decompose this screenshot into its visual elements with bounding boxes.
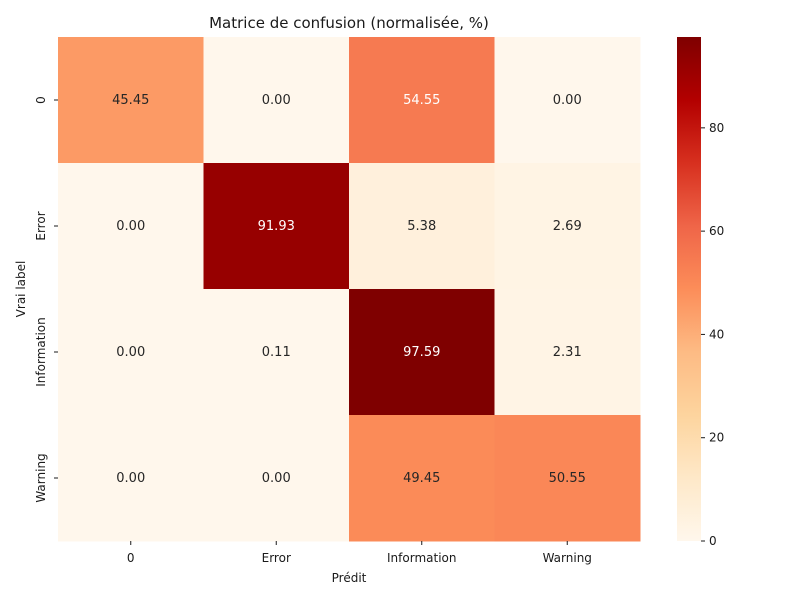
cell-value-label: 0.00 [116, 219, 145, 234]
colorbar-tick-label: 40 [709, 327, 724, 341]
heatmap-cell [58, 37, 204, 164]
x-axis-label: Prédit [332, 571, 367, 585]
cell-value-label: 91.93 [258, 219, 295, 234]
heatmap-cell-labels: 45.45 0.00 54.55 0.00 0.00 91.93 5.38 2.69 0.00 0… [112, 93, 586, 486]
chart-title: Matrice de confusion (normalisée, %) [209, 14, 489, 32]
colorbar [677, 37, 701, 541]
colorbar-tick-label: 0 [709, 534, 717, 548]
cell-value-label: 0.00 [262, 471, 291, 486]
heatmap-cell [349, 415, 495, 542]
heatmap-cell [494, 289, 641, 416]
heatmap-cell [349, 289, 495, 416]
x-axis-ticks: 0 Error Information Warning [127, 541, 592, 565]
heatmap-cell [349, 163, 495, 290]
cell-value-label: 0.00 [262, 93, 291, 108]
heatmap-cell [58, 289, 204, 416]
y-axis-ticks: 0 Error Information Warning [34, 96, 58, 503]
cell-value-label: 2.31 [553, 345, 582, 360]
cell-value-label: 0.00 [116, 471, 145, 486]
cell-value-label: 0.00 [553, 93, 582, 108]
y-tick-label: Warning [34, 453, 48, 502]
heatmap-cell [203, 37, 350, 164]
heatmap-cell [203, 415, 350, 542]
colorbar-tick-label: 80 [709, 121, 724, 135]
y-tick-label: Information [34, 317, 48, 386]
y-tick-label: 0 [34, 96, 48, 104]
heatmap-cell [494, 163, 641, 290]
cell-value-label: 54.55 [403, 93, 440, 108]
colorbar-tick-label: 20 [709, 431, 724, 445]
cell-value-label: 0.11 [262, 345, 291, 360]
cell-value-label: 5.38 [407, 219, 436, 234]
x-tick-label: Information [387, 551, 456, 565]
colorbar-ticks: 0 20 40 60 80 [701, 121, 724, 548]
cell-value-label: 2.69 [553, 219, 582, 234]
cell-value-label: 97.59 [403, 345, 440, 360]
cell-value-label: 49.45 [403, 471, 440, 486]
x-tick-label: 0 [127, 551, 135, 565]
heatmap-cell [203, 289, 350, 416]
heatmap-cell [58, 415, 204, 542]
colorbar-tick-label: 60 [709, 224, 724, 238]
cell-value-label: 45.45 [112, 93, 149, 108]
y-tick-label: Error [34, 211, 48, 240]
x-tick-label: Warning [543, 551, 592, 565]
cell-value-label: 50.55 [549, 471, 586, 486]
cell-value-label: 0.00 [116, 345, 145, 360]
heatmap-cell [494, 415, 641, 542]
heatmap-cells [58, 37, 641, 542]
x-tick-label: Error [262, 551, 291, 565]
heatmap-cell [58, 163, 204, 290]
heatmap-cell [203, 163, 350, 290]
heatmap-cell [494, 37, 641, 164]
heatmap-cell [349, 37, 495, 164]
y-axis-label: Vrai label [14, 261, 28, 318]
